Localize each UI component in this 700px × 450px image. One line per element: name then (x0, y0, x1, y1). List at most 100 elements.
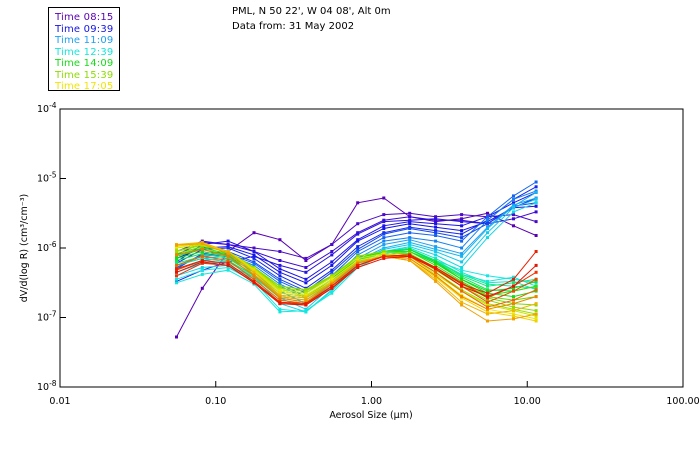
data-point (330, 260, 334, 264)
data-point (486, 236, 489, 240)
data-point (200, 254, 204, 258)
data-point (330, 286, 334, 290)
data-point (226, 266, 230, 269)
x-tick-label: 100.00 (666, 396, 699, 407)
data-point (252, 246, 256, 250)
data-point (512, 224, 515, 228)
data-point (226, 259, 230, 262)
data-point (434, 234, 438, 237)
data-point (304, 256, 308, 260)
data-point (486, 303, 489, 307)
data-point (330, 284, 334, 288)
chart-legend: Time 08:15 Time 09:39 Time 11:09 Time 12:39… (48, 7, 120, 92)
data-point (534, 288, 538, 292)
data-point (534, 180, 538, 184)
data-point (330, 282, 334, 286)
data-point (408, 238, 412, 242)
data-point (460, 268, 464, 272)
data-point (512, 201, 515, 205)
data-point (408, 240, 412, 244)
data-point (382, 239, 386, 243)
x-axis-label: Aerosol Size (µm) (329, 410, 412, 421)
data-point (200, 268, 204, 272)
data-point (534, 234, 538, 237)
data-point (200, 242, 204, 246)
data-point (408, 259, 412, 262)
data-point (434, 270, 438, 274)
data-point (512, 302, 515, 306)
data-point (356, 256, 360, 260)
data-point (534, 220, 538, 224)
data-point (356, 254, 360, 258)
data-point (304, 281, 308, 285)
data-point (200, 247, 204, 251)
chart-title: PML, N 50 22', W 04 08', Alt 0m (232, 6, 391, 17)
data-point (486, 222, 489, 226)
legend-item: Time 08:15 (55, 12, 114, 23)
data-point (382, 236, 386, 240)
data-point (460, 232, 464, 236)
data-point (460, 270, 464, 274)
y-tick-label: 10-8 (37, 379, 57, 393)
data-point (304, 291, 308, 295)
data-point (304, 309, 308, 313)
data-point (408, 236, 412, 240)
series-layer (175, 180, 538, 339)
data-point (330, 275, 334, 279)
data-point (512, 286, 515, 290)
data-point (486, 300, 489, 304)
data-point (330, 289, 334, 293)
data-point (382, 213, 386, 217)
data-point (534, 319, 538, 323)
data-point (175, 274, 178, 278)
data-point (252, 261, 256, 265)
data-point (175, 277, 178, 281)
data-point (382, 220, 386, 224)
data-point (512, 210, 515, 214)
data-point (382, 243, 386, 246)
data-point (434, 274, 438, 278)
data-point (460, 220, 464, 224)
data-point (512, 289, 515, 293)
data-point (512, 277, 515, 281)
y-tick-label: 10-4 (37, 101, 57, 115)
data-point (226, 263, 230, 267)
data-point (512, 197, 515, 201)
data-point (534, 309, 538, 313)
data-point (356, 261, 360, 265)
y-tick-label: 10-6 (37, 240, 57, 254)
data-point (460, 229, 464, 233)
x-tick-label: 0.10 (205, 396, 226, 407)
data-point (460, 303, 464, 307)
data-point (330, 291, 334, 295)
data-point (408, 250, 412, 253)
data-point (252, 256, 256, 260)
data-point (200, 252, 204, 256)
data-point (330, 277, 334, 281)
data-point (460, 275, 464, 279)
data-point (175, 263, 178, 267)
data-point (408, 256, 412, 260)
data-point (226, 268, 230, 272)
data-point (434, 247, 438, 251)
data-point (408, 247, 412, 251)
data-point (408, 215, 412, 219)
data-point (304, 298, 308, 302)
data-point (330, 263, 334, 267)
data-point (534, 312, 538, 316)
data-point (278, 277, 282, 281)
data-point (175, 270, 178, 274)
data-point (486, 227, 489, 230)
chart-subtitle: Data from: 31 May 2002 (232, 21, 355, 32)
data-point (304, 266, 308, 269)
data-point (304, 289, 308, 293)
data-point (356, 232, 360, 236)
data-point (512, 275, 515, 279)
data-point (408, 222, 412, 226)
data-point (460, 277, 464, 281)
series-0830 (175, 211, 538, 260)
data-point (304, 296, 308, 300)
data-point (512, 305, 515, 309)
data-point (534, 284, 538, 288)
legend-item: Time 11:09 (55, 35, 114, 46)
